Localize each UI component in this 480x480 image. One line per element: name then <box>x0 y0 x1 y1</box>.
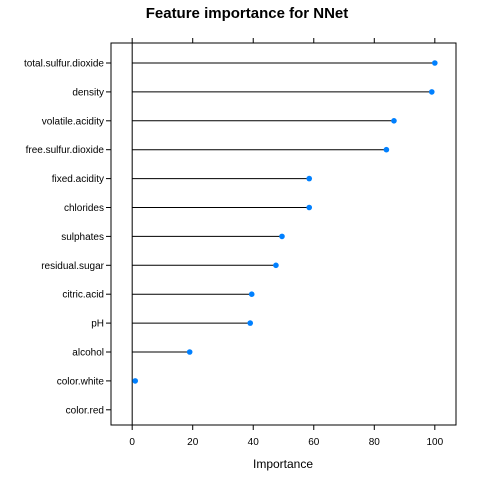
point-sulphates <box>279 233 285 240</box>
point-citric-acid <box>248 291 255 298</box>
y-tick-label-color-white: color.white <box>57 376 105 387</box>
y-tick-label-volatile-acidity: volatile.acidity <box>42 116 104 127</box>
point-color-white <box>132 378 139 384</box>
point-residual-sugar <box>273 262 279 269</box>
x-tick-label-100: 100 <box>426 437 443 448</box>
point-alcohol <box>186 349 193 355</box>
y-tick-label-residual-sugar: residual.sugar <box>41 261 104 272</box>
x-axis-label: Importance <box>253 457 313 471</box>
chart-marks <box>132 60 438 384</box>
point-total-sulfur-dioxide <box>432 60 438 66</box>
chart-title: Feature importance for NNet <box>146 5 349 22</box>
y-tick-label-free-sulfur-dioxide: free.sulfur.dioxide <box>26 145 105 156</box>
y-tick-label-ph: pH <box>91 319 104 330</box>
x-tick-label-0: 0 <box>129 437 135 448</box>
y-tick-label-chlorides: chlorides <box>64 203 104 214</box>
chart-axes: total.sulfur.dioxide density volatile.acid… <box>24 38 444 448</box>
point-fixed-acidity <box>306 175 313 182</box>
x-tick-label-40: 40 <box>248 437 260 448</box>
x-tick-label-80: 80 <box>369 437 381 448</box>
x-tick-label-60: 60 <box>308 437 320 448</box>
x-tick-label-20: 20 <box>187 437 199 448</box>
y-tick-label-total-sulfur-dioxide: total.sulfur.dioxide <box>24 59 104 70</box>
point-density <box>428 89 435 95</box>
y-tick-label-fixed-acidity: fixed.acidity <box>52 174 104 185</box>
y-tick-label-alcohol: alcohol <box>72 348 104 359</box>
y-tick-label-sulphates: sulphates <box>61 232 104 243</box>
y-tick-label-density: density <box>72 87 104 98</box>
y-tick-label-color-red: color.red <box>66 405 104 416</box>
plot-frame <box>110 42 457 426</box>
point-free-sulfur-dioxide <box>383 146 390 153</box>
point-ph <box>247 320 254 326</box>
point-chlorides <box>306 204 313 211</box>
y-tick-label-citric-acid: citric.acid <box>62 290 104 301</box>
point-volatile-acidity <box>391 118 397 124</box>
